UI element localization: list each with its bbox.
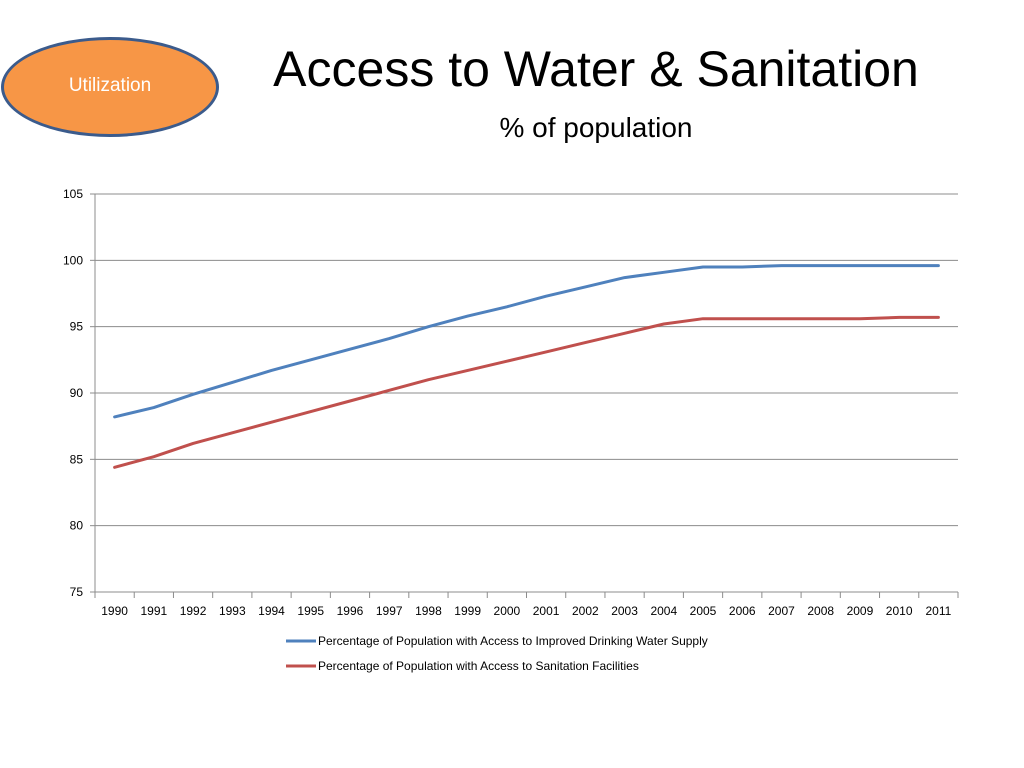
- x-tick-label: 1998: [415, 604, 442, 618]
- legend-label-2: Percentage of Population with Access to …: [318, 659, 639, 673]
- utilization-label: Utilization: [68, 75, 152, 96]
- x-tick-label: 1992: [180, 604, 207, 618]
- chart-gridlines: [95, 193, 958, 527]
- x-tick-label: 2007: [768, 604, 795, 618]
- series-line-2: [113, 315, 940, 469]
- page-subtitle: % of population: [499, 112, 693, 143]
- x-tick-label: 2003: [611, 604, 638, 618]
- y-tick-labels: 75 80 85 90 95 100 105: [63, 187, 83, 599]
- x-tick-label: 1990: [101, 604, 128, 618]
- utilization-badge: Utilization: [1, 37, 219, 137]
- x-tick-label: 1993: [219, 604, 246, 618]
- x-tick-label: 2005: [690, 604, 717, 618]
- x-tick-labels: 1990 1991 1992 1993 1994 1995 1996 1997 1998 1999…: [101, 604, 951, 618]
- y-tick-label: 75: [70, 585, 84, 599]
- chart-legend: Percentage of Population with Access to …: [286, 634, 708, 673]
- x-tick-label: 2011: [925, 604, 951, 618]
- legend-label-1: Percentage of Population with Access to …: [318, 634, 708, 648]
- y-tick-label: 100: [63, 253, 83, 267]
- x-tick-label: 2009: [847, 604, 874, 618]
- y-tick-label: 80: [70, 519, 84, 533]
- x-tick-label: 2010: [886, 604, 913, 618]
- x-tick-label: 2001: [533, 604, 560, 618]
- chart-series: [113, 264, 940, 469]
- y-tick-label: 95: [70, 320, 84, 334]
- x-tick-label: 2006: [729, 604, 756, 618]
- x-tick-label: 1999: [454, 604, 481, 618]
- x-tick-label: 1994: [258, 604, 285, 618]
- x-tick-label: 2004: [650, 604, 677, 618]
- y-tick-label: 105: [63, 187, 83, 201]
- x-tick-label: 1991: [140, 604, 167, 618]
- series-line-1: [113, 264, 940, 419]
- x-tick-label: 1996: [337, 604, 364, 618]
- x-tick-label: 2000: [494, 604, 521, 618]
- y-tick-label: 90: [70, 386, 84, 400]
- x-tick-label: 2008: [807, 604, 834, 618]
- page-title: Access to Water & Sanitation: [273, 41, 919, 97]
- x-tick-label: 1997: [376, 604, 403, 618]
- chart-axes: [90, 193, 959, 598]
- x-tick-label: 1995: [297, 604, 324, 618]
- x-tick-label: 2002: [572, 604, 599, 618]
- y-tick-label: 85: [70, 452, 84, 466]
